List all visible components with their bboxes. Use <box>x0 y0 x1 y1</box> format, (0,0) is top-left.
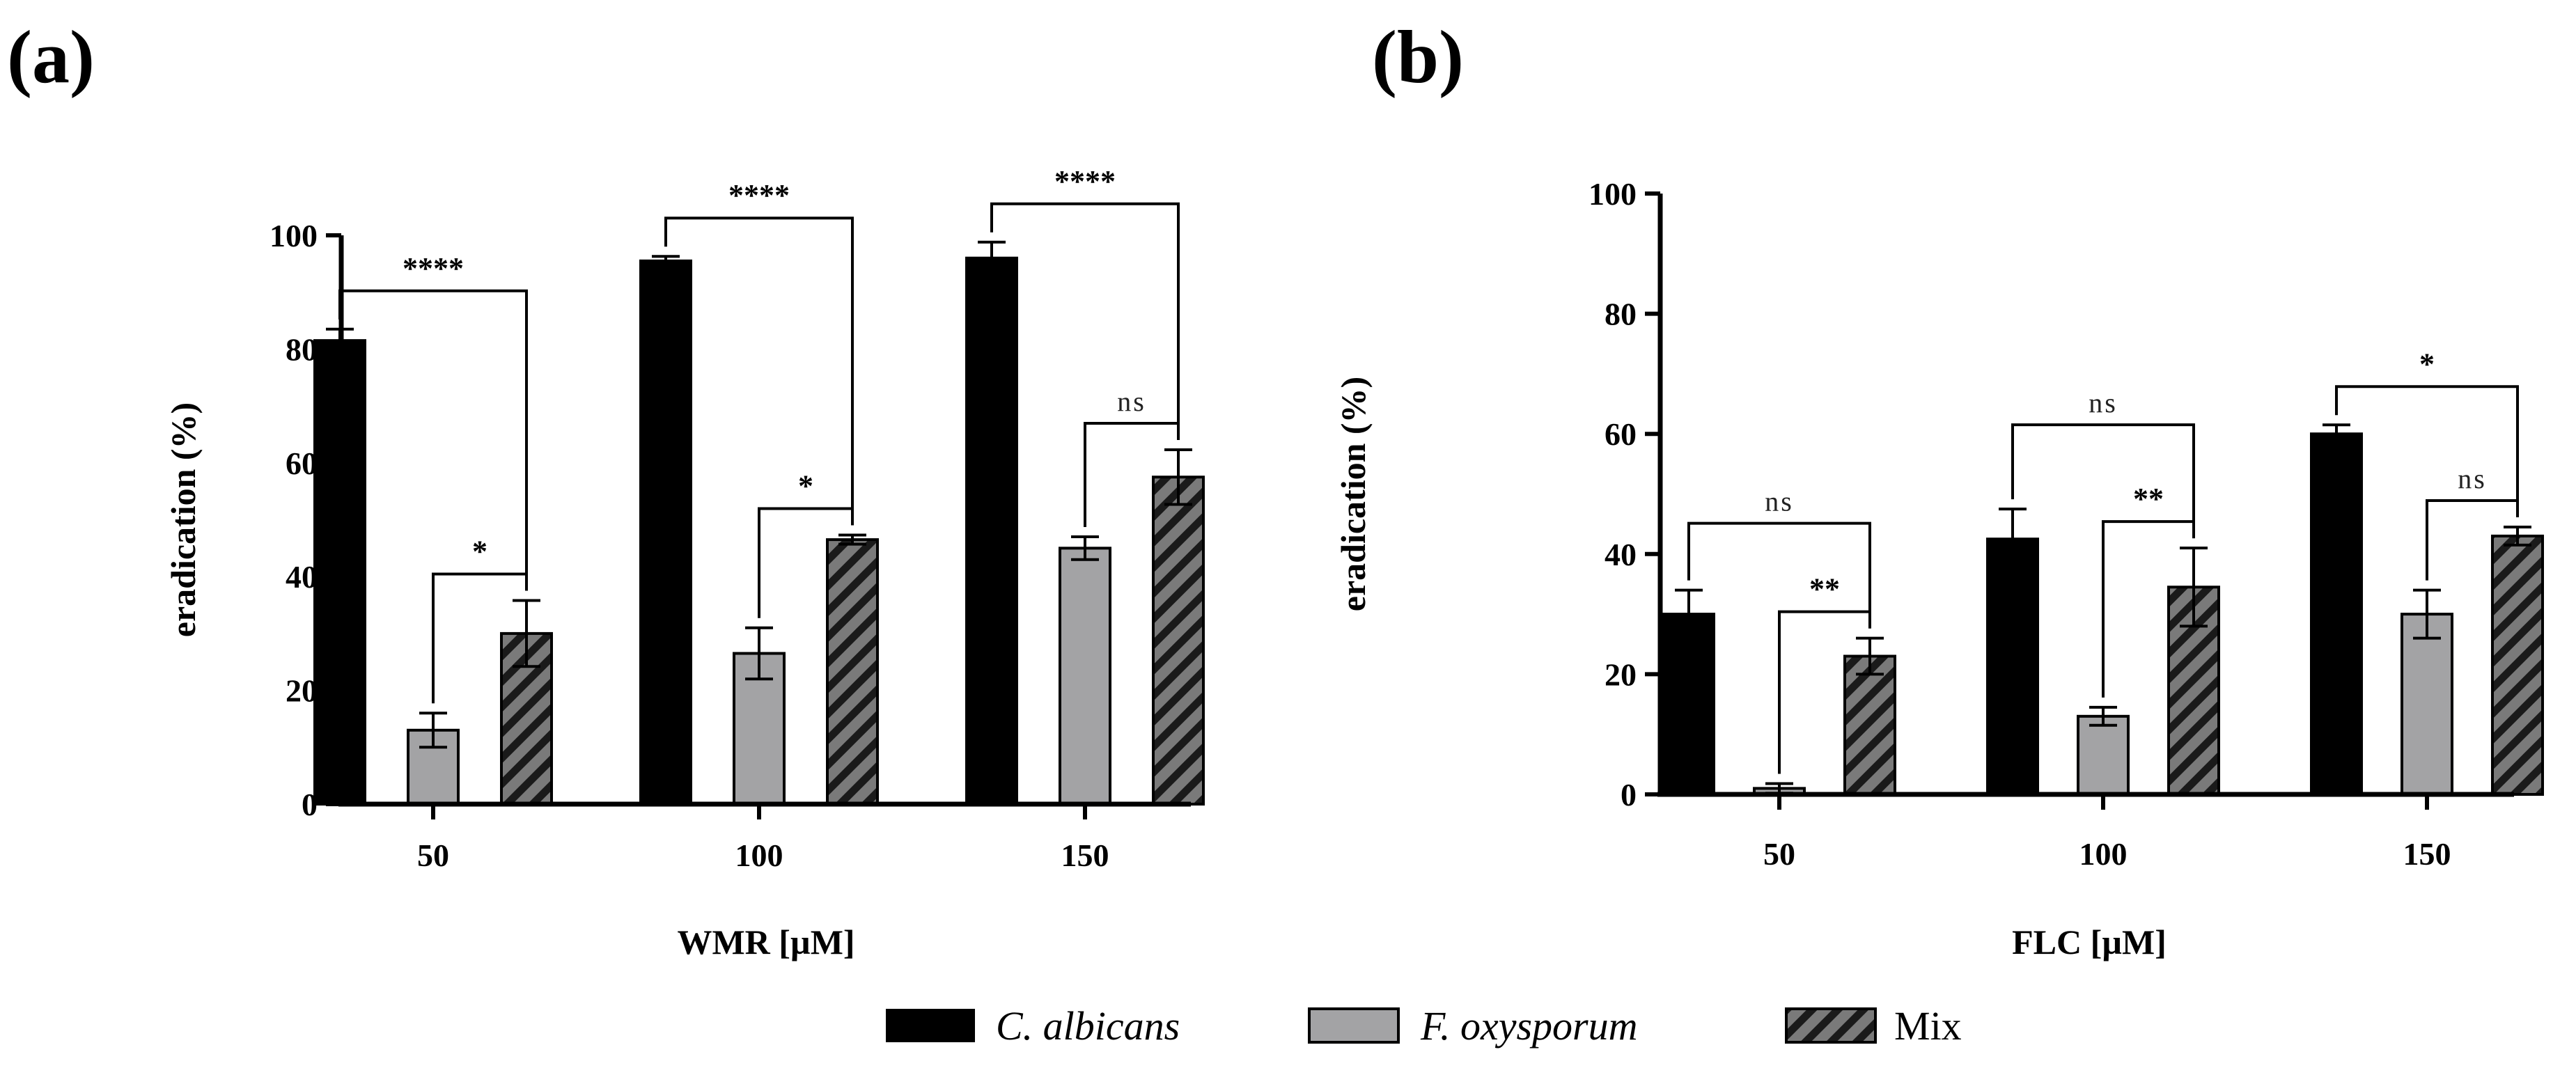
panel-b-error-bar <box>2323 423 2350 445</box>
panel-a-bar-c_albicans-150 <box>965 256 1018 806</box>
panel-a-significance-label: * <box>472 535 487 569</box>
panel-b-error-bar <box>2180 547 2208 628</box>
panel-b-significance-label: ns <box>1765 486 1794 517</box>
panel-a-significance-bracket: **** <box>664 178 854 526</box>
legend-label-c-albicans: C. albicans <box>996 1003 1180 1049</box>
legend-swatch-f-oxysporum <box>1308 1007 1400 1044</box>
panel-b-bar-f_oxysporum-100 <box>2077 714 2130 796</box>
panel-a-x-axis-title: WMR [µM] <box>677 922 854 961</box>
panel-a-significance: **************ns <box>338 164 1180 704</box>
panel-b-bar-c_albicans-50 <box>1662 613 1715 796</box>
legend-label-mix: Mix <box>1894 1003 1962 1049</box>
panel-a-error-bar <box>978 240 1006 276</box>
panel-a-x-tick: 100 <box>735 838 783 873</box>
panel-b-significance-label: ** <box>1809 572 1840 606</box>
legend-swatch-mix <box>1785 1007 1877 1044</box>
panel-a-significance-label: ns <box>1117 386 1146 417</box>
panel-a-significance-bracket: **** <box>338 251 528 591</box>
panel-b-y-tick: 60 <box>1605 416 1637 452</box>
panel-a-significance-bracket: **** <box>990 164 1180 441</box>
panel-b-significance-bracket: ns <box>1687 486 1871 629</box>
panel-b-bar-c_albicans-100 <box>1986 537 2039 796</box>
panel-b-significance-bracket: ns <box>2426 463 2519 581</box>
legend-swatch-c-albicans <box>886 1009 975 1042</box>
panel-a-x-tick: 50 <box>417 838 449 873</box>
panel-a-y-tick: 60 <box>286 446 318 481</box>
panel-b-y-tick: 40 <box>1605 537 1637 572</box>
panel-a-error-bar <box>652 255 680 267</box>
panel-b-x-axis-title: FLC [µM] <box>2012 922 2167 961</box>
panel-a-x-tick: 150 <box>1061 838 1109 873</box>
panel-a-y-tick: 20 <box>286 673 318 709</box>
panel-b-bar-mix-50 <box>1843 654 1896 796</box>
panel-a-y-tick: 100 <box>270 218 318 253</box>
panel-b-x-tick: 150 <box>2403 836 2451 872</box>
panel-b-significance-label: ** <box>2133 482 2164 516</box>
panel-a-significance-bracket: * <box>758 469 854 618</box>
panel-b-bars <box>1645 191 2544 810</box>
panel-b-y-tick: 0 <box>1621 777 1637 812</box>
panel-a-significance-label: **** <box>403 251 464 285</box>
panel-a-chart: (a) **************ns 0 20 40 60 80 100 5… <box>7 16 1205 961</box>
panel-b-y-tick: 100 <box>1588 176 1637 212</box>
panel-b-error-bar <box>2413 588 2441 640</box>
panel-b-error-bar <box>2504 525 2531 547</box>
panel-b-axes <box>1657 194 2514 797</box>
panel-b-x-ticks: 50 100 150 <box>1763 836 2451 872</box>
panel-b-significance-bracket: ** <box>2102 482 2195 698</box>
panel-a-error-bar <box>1164 448 1192 506</box>
panel-a-significance-label: * <box>798 469 813 503</box>
panel-b-y-tick: 80 <box>1605 297 1637 332</box>
panel-a-error-bar <box>745 626 773 681</box>
panel-b-significance-bracket: * <box>2335 347 2519 517</box>
panel-a-error-bar <box>1071 535 1099 561</box>
panel-a-bar-c_albicans-100 <box>639 259 692 806</box>
panel-b-significance-label: * <box>2419 347 2435 381</box>
panel-b-y-ticks: 0 20 40 60 80 100 <box>1588 176 1637 812</box>
panel-a-error-bar <box>513 599 540 668</box>
panel-b-y-tick: 20 <box>1605 657 1637 692</box>
panel-a-error-bar <box>838 533 866 546</box>
panel-b-error-bar <box>2089 705 2117 727</box>
panel-a-y-ticks: 0 20 40 60 80 100 <box>270 218 318 822</box>
panel-b-label: (b) <box>1372 16 1464 99</box>
panel-a-significance-bracket: ns <box>1084 386 1180 528</box>
panel-a-y-tick: 80 <box>286 331 318 367</box>
panel-b-error-bar <box>1999 508 2027 571</box>
panel-a-bar-f_oxysporum-150 <box>1059 547 1111 806</box>
panel-a-x-ticks: 50 100 150 <box>417 838 1109 873</box>
panel-a-axes <box>338 235 1191 807</box>
panel-b-bar-mix-150 <box>2491 534 2544 796</box>
panel-b-significance-bracket: ** <box>1778 572 1871 774</box>
panel-b-chart: (b) ns**ns***ns 0 20 40 60 80 100 50 100… <box>1334 16 2544 961</box>
panel-b-x-tick: 100 <box>2079 836 2128 872</box>
panel-a-significance-label: **** <box>728 178 790 212</box>
panel-a-significance-bracket: * <box>432 535 528 704</box>
panel-b-significance-bracket: ns <box>2011 387 2195 539</box>
panel-b-x-tick: 50 <box>1763 836 1795 872</box>
panel-a-bar-mix-150 <box>1152 476 1205 806</box>
panel-a-y-tick: 0 <box>302 787 318 822</box>
panel-a-error-bar <box>419 712 447 749</box>
legend: C. albicans F. oxysporum Mix <box>886 1003 1962 1049</box>
legend-label-f-oxysporum: F. oxysporum <box>1420 1003 1637 1049</box>
panel-b-error-bar <box>1856 636 1884 676</box>
panel-b-error-bar <box>1675 588 1703 640</box>
panel-b-bar-f_oxysporum-150 <box>2401 613 2453 796</box>
panel-a-label: (a) <box>7 16 95 99</box>
panel-b-significance-label: ns <box>2458 463 2487 494</box>
panel-a-y-axis-title: eradication (%) <box>164 402 203 637</box>
panel-b-bar-c_albicans-150 <box>2310 432 2363 796</box>
panel-a-y-tick: 40 <box>286 559 318 595</box>
panel-a-significance-label: **** <box>1054 164 1116 198</box>
panel-a-bar-mix-100 <box>826 538 879 806</box>
panel-b-y-axis-title: eradication (%) <box>1334 377 1373 611</box>
panel-b-significance: ns**ns***ns <box>1687 347 2519 774</box>
panel-b-significance-label: ns <box>2089 387 2118 418</box>
